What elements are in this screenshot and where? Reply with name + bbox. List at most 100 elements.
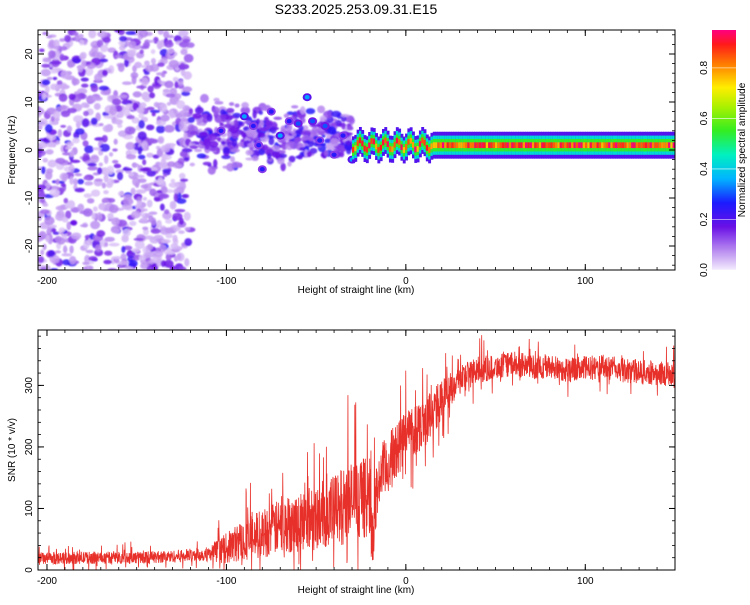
scatter-speck [99,123,104,127]
tonal-line-cell [531,142,535,149]
transition-speck [194,106,204,115]
transition-speck [297,154,303,160]
scatter-speck [45,149,54,155]
scatter-speck [161,154,172,161]
scatter-speck [100,89,111,96]
scatter-speck [184,227,191,231]
scatter-speck [60,183,67,187]
scatter-speck [157,30,164,36]
tonal-line-cell [430,143,434,150]
transition-speck [222,146,230,154]
scatter-speck [50,60,62,65]
transition-speck [202,117,209,124]
scatter-speck [45,234,50,243]
scatter-speck [47,159,57,168]
scatter-speck [174,93,182,100]
scatter-speck [121,246,126,253]
scatter-speck [165,218,173,224]
scatter-speck [150,228,161,234]
scatter-speck [162,211,172,220]
transition-speck [192,113,202,119]
transition-speck [221,154,232,160]
scatter-speck [94,178,103,182]
scatter-speck [164,227,174,234]
scatter-speck [64,146,72,150]
scatter-speck [40,68,51,77]
tonal-line-cell [585,142,588,149]
scatter-speck [114,54,123,59]
scatter-speck [79,52,86,60]
scatter-speck [46,34,53,39]
tonal-line-cell [393,141,397,148]
scatter-speck [61,173,68,182]
scatter-speck [178,79,184,86]
blob-core [259,167,265,172]
scatter-speck [149,109,161,114]
scatter-speck [117,123,123,129]
transition-speck [189,145,199,150]
tonal-line-cell [444,142,448,149]
scatter-speck [140,184,149,189]
scatter-speck [136,200,142,207]
scatter-speck [102,37,111,43]
scatter-speck [40,267,47,270]
scatter-speck [103,190,109,195]
scatter-speck [39,209,50,215]
scatter-speck [166,34,175,39]
transition-speck [189,162,195,167]
tonal-line-cell [388,146,392,152]
scatter-speck [168,59,180,68]
scatter-speck [69,220,78,225]
tonal-line-cell [594,142,598,149]
scatter-speck [86,61,92,65]
scatter-speck [101,199,110,204]
scatter-speck [41,79,51,86]
tonal-line-cell [451,142,455,149]
scatter-speck [55,205,66,211]
scatter-speck [70,159,81,164]
scatter-speck [157,136,165,144]
scatter-speck [80,102,89,108]
tonal-line-cell [439,142,443,149]
tonal-line-cell [610,142,614,149]
scatter-speck [104,236,115,242]
scatter-speck [131,75,137,85]
scatter-speck [42,243,47,251]
scatter-speck [176,252,185,262]
spectrogram-y-ticks: -20 -10 0 10 20 [24,34,675,266]
tonal-line-cell [428,147,432,153]
tonal-line-cell [534,142,538,149]
scatter-speck [47,143,56,147]
scatter-speck [118,40,126,46]
scatter-speck [118,94,128,99]
transition-speck [202,138,211,147]
scatter-speck [149,236,160,244]
scatter-speck [164,209,170,215]
scatter-speck [47,227,53,231]
scatter-speck [69,245,74,254]
snr-frame [37,329,676,571]
tonal-line-cell [448,142,452,149]
tonal-line-cell [561,142,565,149]
scatter-speck [145,64,154,73]
scatter-speck [166,102,172,106]
transition-speck [273,116,283,120]
transition-speck [295,129,304,135]
scatter-speck [148,211,158,215]
scatter-speck [96,230,106,238]
tonal-line-cell [365,146,369,153]
tonal-line-cell [603,142,607,149]
tonal-line-cell [557,142,561,149]
scatter-speck [156,40,164,50]
scatter-speck [92,206,98,212]
tonal-line-cell [672,142,675,149]
tonal-line-cell [425,145,429,151]
scatter-speck [179,178,189,182]
x-tick-label: 0 [403,276,409,287]
transition-speck [265,119,271,129]
scatter-speck [166,48,175,55]
scatter-speck [83,193,93,198]
scatter-speck [136,107,144,113]
tonal-line-cell [591,142,595,149]
